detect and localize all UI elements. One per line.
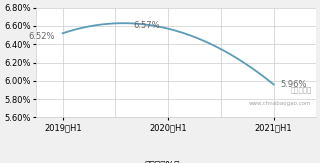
Text: 5.96%: 5.96%	[280, 80, 307, 89]
Text: www.chnabaogao.com: www.chnabaogao.com	[249, 101, 312, 106]
Legend: 毛利率（%）: 毛利率（%）	[124, 157, 184, 163]
Text: 观研报告网: 观研报告网	[290, 87, 312, 93]
Text: 6.52%: 6.52%	[28, 32, 55, 41]
Text: 6.57%: 6.57%	[134, 21, 160, 30]
